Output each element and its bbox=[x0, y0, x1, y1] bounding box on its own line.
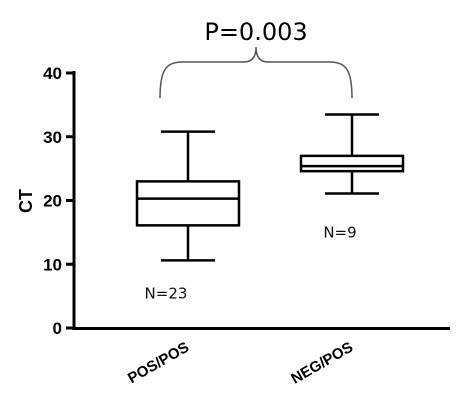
p-value-label: P=0.003 bbox=[204, 18, 307, 46]
category-labels: POS/POS NEG/POS bbox=[125, 339, 356, 388]
y-tick-label: 20 bbox=[43, 192, 62, 211]
bracket bbox=[159, 46, 353, 99]
category-label: POS/POS bbox=[125, 339, 192, 387]
y-tick-label: 30 bbox=[43, 128, 62, 147]
category-label: NEG/POS bbox=[288, 339, 356, 388]
significance-annotation: P=0.003 bbox=[159, 18, 353, 99]
n-label: N=23 bbox=[145, 284, 188, 302]
y-tick-label: 10 bbox=[43, 255, 62, 274]
n-label: N=9 bbox=[323, 223, 356, 241]
axes bbox=[72, 71, 450, 330]
box-pos-pos: N=23 bbox=[135, 130, 241, 302]
y-axis-label: CT bbox=[16, 189, 36, 213]
y-tick-label: 0 bbox=[53, 319, 62, 338]
box-neg-pos: N=9 bbox=[299, 113, 405, 241]
iqr-box bbox=[299, 154, 405, 173]
y-tick-label: 40 bbox=[43, 64, 62, 83]
boxes: N=23 N=9 bbox=[135, 113, 405, 302]
y-ticks: 0 10 20 30 40 bbox=[43, 64, 74, 338]
iqr-box bbox=[135, 180, 241, 227]
